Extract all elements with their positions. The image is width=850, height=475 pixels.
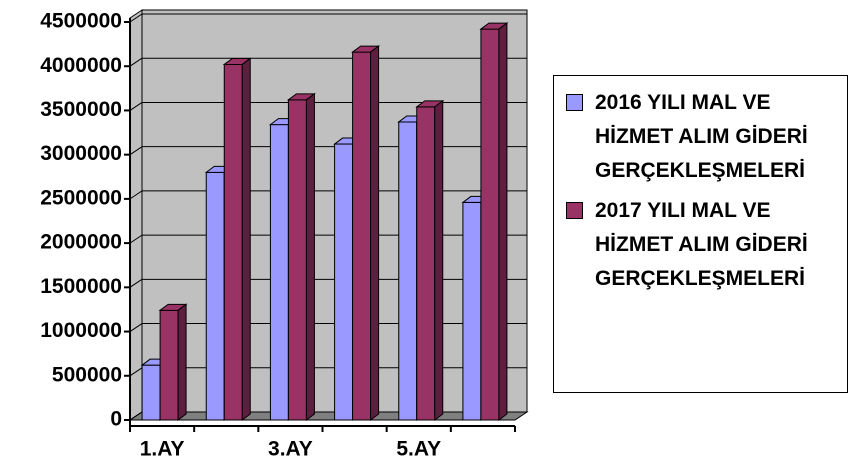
bar-side xyxy=(434,99,444,421)
bar xyxy=(286,92,316,421)
bar-front xyxy=(205,171,225,421)
legend-entry: 2016 YILI MAL VE HİZMET ALIM GİDERİ GERÇ… xyxy=(566,86,839,188)
y-tick-label: 3500000 xyxy=(40,98,122,121)
grid-line xyxy=(129,278,143,288)
grid-line xyxy=(129,13,143,23)
bar-side xyxy=(177,303,187,421)
bar-front xyxy=(269,124,289,421)
y-tick-label: 500000 xyxy=(52,363,122,386)
bar-side xyxy=(498,22,508,421)
legend-swatch xyxy=(566,94,583,111)
legend-label: 2016 YILI MAL VE HİZMET ALIM GİDERİ GERÇ… xyxy=(595,91,808,182)
y-tick-label: 4000000 xyxy=(40,54,122,77)
bar xyxy=(351,45,381,421)
grid-line xyxy=(129,323,143,332)
bar-front xyxy=(398,121,418,421)
bar-front xyxy=(223,63,243,421)
bar-front xyxy=(141,364,161,421)
legend-label: 2017 YILI MAL VE HİZMET ALIM GİDERİ GERÇ… xyxy=(595,199,808,290)
side-wall xyxy=(129,9,143,421)
bar-front xyxy=(352,51,372,421)
y-tick-label: 2000000 xyxy=(40,231,122,254)
y-tick-label: 0 xyxy=(110,408,122,431)
bar-front xyxy=(159,309,179,421)
bar-front xyxy=(416,106,436,421)
grid-line xyxy=(129,190,143,200)
bar-side xyxy=(305,92,315,421)
bar-front xyxy=(462,201,482,421)
bar-front xyxy=(287,99,307,421)
grid-line xyxy=(129,57,143,67)
legend-swatch xyxy=(566,202,583,219)
bar-front xyxy=(334,143,354,421)
x-tick-label: 1.AY xyxy=(140,438,185,461)
grid-line xyxy=(129,146,143,156)
legend-entry: 2017 YILI MAL VE HİZMET ALIM GİDERİ GERÇ… xyxy=(566,194,839,296)
y-tick-label: 4500000 xyxy=(40,10,122,33)
chart: 0 500000 1000000 1500000 2000000 2500000 30000… xyxy=(40,9,529,461)
grid-line xyxy=(129,102,143,111)
x-tick-label: 3.AY xyxy=(268,438,313,461)
legend: 2016 YILI MAL VE HİZMET ALIM GİDERİ GERÇ… xyxy=(553,75,848,393)
grid-line xyxy=(129,367,143,377)
y-tick-label: 1000000 xyxy=(40,319,122,342)
y-tick-label: 3000000 xyxy=(40,142,122,165)
y-tick-label: 1500000 xyxy=(40,275,122,298)
bar-side xyxy=(370,45,380,421)
bar xyxy=(222,57,252,421)
grid-line xyxy=(129,411,143,421)
bar xyxy=(479,22,509,421)
bar-side xyxy=(241,57,251,421)
bar xyxy=(158,303,188,421)
y-tick-label: 2500000 xyxy=(40,186,122,209)
bar xyxy=(415,99,445,421)
bar-front xyxy=(480,28,500,421)
grid-line xyxy=(129,234,143,244)
x-tick-label: 5.AY xyxy=(396,438,441,461)
